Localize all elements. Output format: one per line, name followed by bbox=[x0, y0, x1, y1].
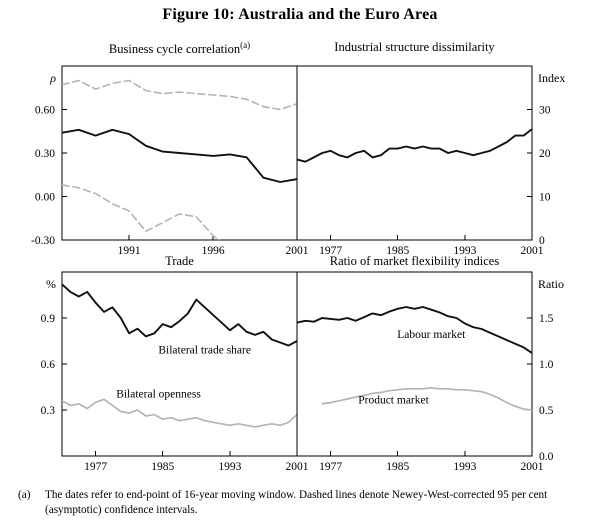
series-line-dissimilarity-index bbox=[297, 128, 532, 163]
x-axis-tick-label: 1993 bbox=[218, 461, 241, 473]
x-axis-tick-label: 1977 bbox=[319, 245, 342, 257]
panel-title-trade: Trade bbox=[165, 254, 194, 268]
x-axis-tick-label: 1996 bbox=[202, 245, 225, 257]
x-axis-tick-label: 2001 bbox=[286, 245, 309, 257]
axis-unit-rho: ρ bbox=[50, 71, 56, 85]
y-axis-tick-label: -0.30 bbox=[31, 235, 55, 247]
series-line-product-market bbox=[321, 387, 532, 411]
x-axis-tick-label: 1985 bbox=[386, 245, 409, 257]
series-line-ci-upper bbox=[62, 79, 297, 111]
series-line-ci-lower bbox=[62, 184, 220, 240]
series-line-labour-market bbox=[297, 306, 532, 354]
panel-title-text: Business cycle correlation bbox=[108, 42, 241, 57]
panel-frame bbox=[61, 271, 298, 457]
series-label: Bilateral openness bbox=[116, 389, 201, 401]
footnote-text: The dates refer to end-point of 16-year … bbox=[45, 489, 548, 517]
axis-unit-index: Index bbox=[538, 71, 566, 85]
y-axis-tick-label: 0.0 bbox=[539, 451, 554, 463]
x-axis-tick-label: 1977 bbox=[84, 461, 107, 473]
x-axis-tick-label: 2001 bbox=[286, 461, 309, 473]
x-axis-tick-label: 2001 bbox=[521, 461, 544, 473]
y-axis-tick-label: 0.60 bbox=[35, 104, 55, 116]
figure-title: Figure 10: Australia and the Euro Area bbox=[162, 6, 438, 23]
x-axis-tick-label: 2001 bbox=[521, 245, 544, 257]
x-axis-tick-label: 1985 bbox=[151, 461, 174, 473]
axis-unit-ratio: Ratio bbox=[538, 277, 564, 291]
y-axis-tick-label: 0.6 bbox=[41, 359, 56, 371]
y-axis-tick-label: 10 bbox=[539, 191, 551, 203]
series-label: Labour market bbox=[397, 329, 466, 341]
y-axis-tick-label: 20 bbox=[539, 148, 551, 160]
panel-title-business-cycle-correlation: Business cycle correlation(a) bbox=[62, 40, 297, 57]
footnote-marker-superscript: (a) bbox=[240, 40, 251, 50]
series-label: Product market bbox=[358, 395, 429, 407]
y-axis-tick-label: 1.0 bbox=[539, 359, 554, 371]
x-axis-tick-label: 1991 bbox=[118, 245, 141, 257]
footnote-marker: (a) bbox=[18, 489, 31, 501]
y-axis-tick-label: 0 bbox=[539, 235, 545, 247]
panel-frame bbox=[296, 271, 533, 457]
panel-trade: 0.9 0.6 0.3 1977 1985 1993 2001 Bilateral trade… bbox=[41, 271, 309, 473]
series-line-bilateral-trade-share bbox=[62, 283, 297, 347]
y-axis-tick-label: 0.3 bbox=[41, 405, 56, 417]
y-axis-tick-label: 0.5 bbox=[539, 405, 554, 417]
x-axis-tick-label: 1977 bbox=[319, 461, 342, 473]
footnote: (a) The dates refer to end-point of 16-y… bbox=[18, 488, 584, 518]
y-axis-tick-label: 0.00 bbox=[35, 191, 55, 203]
y-axis-tick-label: 0.30 bbox=[35, 148, 55, 160]
panel-title-market-flexibility: Ratio of market flexibility indices bbox=[329, 254, 500, 268]
panel-market-flexibility-ratio: 1.5 1.0 0.5 0.0 1977 1985 1993 2001 Labour marke… bbox=[296, 271, 554, 473]
y-axis-tick-label: 0.9 bbox=[41, 313, 56, 325]
series-line-correlation bbox=[62, 128, 297, 183]
x-axis-tick-label: 1993 bbox=[453, 461, 476, 473]
panel-industrial-structure-dissimilarity: 30 20 10 0 1977 1985 1993 2001 bbox=[296, 65, 551, 257]
panel-title-industrial-structure-dissimilarity: Industrial structure dissimilarity bbox=[334, 40, 495, 54]
y-axis-tick-label: 1.5 bbox=[539, 313, 554, 325]
panel-frame bbox=[296, 65, 533, 241]
series-label: Bilateral trade share bbox=[158, 344, 251, 356]
y-axis-tick-label: 30 bbox=[539, 104, 551, 116]
axis-unit-percent: % bbox=[46, 277, 56, 291]
x-axis-tick-label: 1993 bbox=[453, 245, 476, 257]
series-line-bilateral-openness bbox=[62, 398, 297, 428]
x-axis-tick-label: 1985 bbox=[386, 461, 409, 473]
panel-business-cycle-correlation: 0.60 0.30 0.00 -0.30 1991 1996 2001 bbox=[31, 65, 309, 257]
